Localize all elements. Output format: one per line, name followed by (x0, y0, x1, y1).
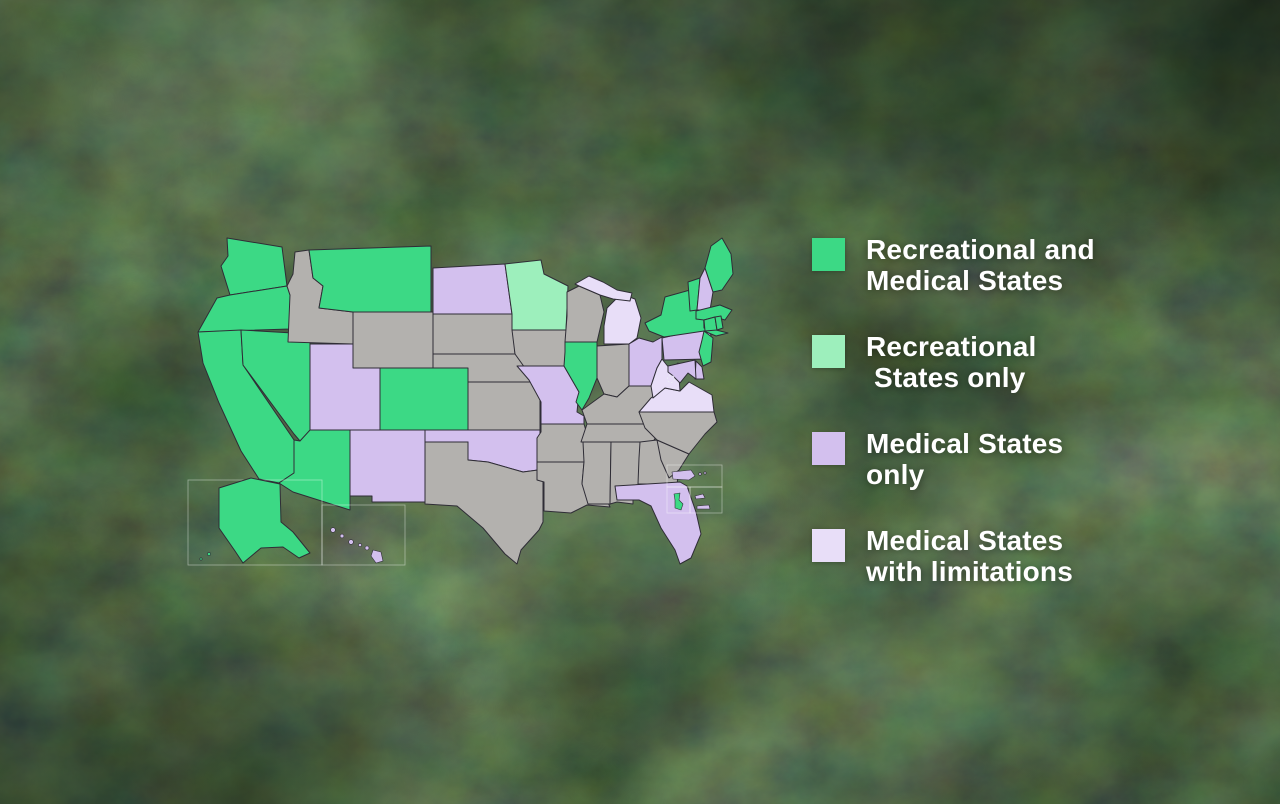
state-or (197, 285, 291, 333)
state-wa (220, 237, 288, 296)
state-nj (698, 330, 714, 367)
state-tx (424, 441, 554, 565)
state-nh (696, 267, 714, 311)
state-nc (638, 411, 718, 455)
state-dc-callout (667, 375, 675, 383)
state-in (596, 343, 630, 398)
legend: Recreational and Medical States Recreatio… (812, 234, 1232, 622)
state-me (704, 237, 734, 293)
legend-swatch-med-only (812, 432, 845, 465)
territory-pr-islet (698, 472, 702, 476)
state-mi-upper (574, 275, 633, 302)
territory-pr-islet (703, 471, 707, 475)
inset-box-guam (666, 486, 691, 514)
territory-vi (694, 493, 706, 500)
state-ia (511, 329, 573, 367)
state-nm (349, 429, 426, 503)
state-ri (714, 315, 724, 331)
state-ar (536, 423, 588, 463)
state-mn (504, 259, 569, 331)
legend-label-med-only: Medical States only (866, 428, 1064, 490)
legend-item-med-limited: Medical States with limitations (812, 525, 1232, 587)
state-hi-island (364, 545, 370, 551)
state-hi-island (330, 527, 336, 533)
territory-mp (696, 504, 711, 510)
state-fl (614, 481, 702, 565)
legend-item-rec-med: Recreational and Medical States (812, 234, 1232, 296)
legend-item-med-only: Medical States only (812, 428, 1232, 490)
legend-label-med-limited: Medical States with limitations (866, 525, 1073, 587)
state-co (379, 367, 469, 431)
state-ak-island (207, 552, 211, 556)
state-ak (218, 477, 311, 564)
state-ak-island (199, 557, 203, 561)
state-hi-island (348, 539, 354, 545)
state-sd (432, 313, 516, 355)
state-ks (467, 381, 541, 431)
state-mi-lower (603, 293, 642, 345)
territory-gu (673, 492, 684, 511)
state-mt (308, 245, 432, 313)
inset-box-virgin-islands (689, 486, 723, 514)
inset-box-puerto-rico (666, 464, 723, 488)
state-hi-island (358, 543, 362, 547)
us-map (187, 237, 734, 566)
state-az (278, 429, 351, 511)
legend-label-rec-med: Recreational and Medical States (866, 234, 1095, 296)
state-nd (432, 263, 513, 315)
state-hi-big-island (370, 549, 384, 564)
state-md (667, 359, 697, 384)
state-ms (581, 441, 612, 505)
legend-item-rec-only: Recreational States only (812, 331, 1232, 393)
territory-pr (671, 469, 696, 481)
state-wy (352, 311, 434, 369)
inset-box-hawaii (321, 504, 406, 566)
legend-swatch-rec-only (812, 335, 845, 368)
legend-swatch-med-limited (812, 529, 845, 562)
state-hi-island (339, 533, 345, 539)
legend-label-rec-only: Recreational States only (866, 331, 1037, 393)
legend-swatch-rec-med (812, 238, 845, 271)
